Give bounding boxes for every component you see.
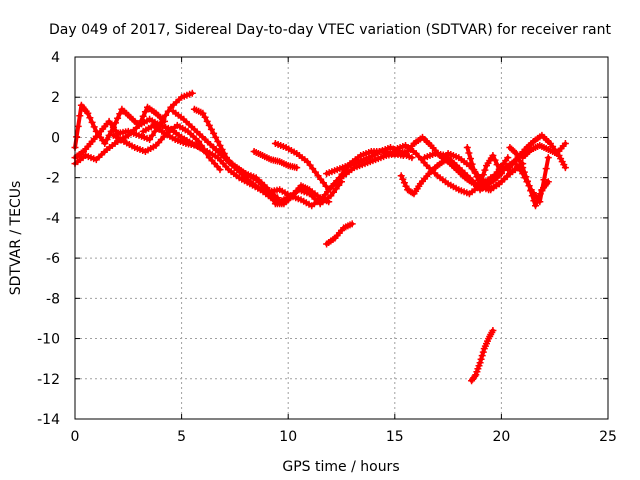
- y-tick-label: -2: [46, 171, 60, 187]
- plot-frame: [74, 56, 609, 420]
- x-tick-label: 15: [386, 429, 404, 445]
- y-tick-label: 4: [51, 50, 60, 66]
- y-tick-label: -14: [37, 412, 60, 428]
- y-tick-label: -12: [37, 372, 60, 388]
- series-arc-13: [323, 220, 356, 248]
- x-tick-label: 20: [492, 429, 510, 445]
- data-point-markers: [250, 148, 301, 172]
- y-tick-label: 2: [51, 90, 60, 106]
- data-point-markers: [109, 121, 224, 174]
- series-arc-9: [250, 148, 301, 172]
- series-arc-14: [397, 156, 450, 198]
- x-tick-label: 25: [599, 429, 617, 445]
- axis-ticks: 0 5 10 15 20 25 -14 -12 -10 -8 -6 -4 -2 0 2 4: [37, 50, 617, 445]
- series-arc-19: [463, 144, 505, 188]
- x-tick-label: 5: [177, 429, 186, 445]
- chart-title: Day 049 of 2017, Sidereal Day-to-day VTE…: [49, 22, 611, 38]
- series-arc-23: [519, 140, 569, 162]
- data-point-markers: [210, 144, 281, 202]
- data-point-markers: [519, 140, 569, 162]
- data-point-markers: [323, 220, 356, 248]
- series-arc-24: [468, 327, 497, 385]
- y-axis-label: SDTVAR / TECUs: [8, 181, 24, 296]
- y-tick-label: -4: [46, 211, 60, 227]
- x-axis-label: GPS time / hours: [282, 459, 399, 475]
- x-tick-label: 0: [71, 429, 80, 445]
- series-arc-8: [210, 144, 281, 202]
- data-point-markers: [397, 156, 450, 198]
- data-point-markers: [468, 327, 497, 385]
- y-tick-label: -6: [46, 251, 60, 267]
- series-arc-3: [71, 115, 207, 168]
- data-point-markers: [463, 144, 505, 188]
- y-tick-label: 0: [51, 130, 60, 146]
- y-tick-label: -10: [37, 332, 60, 348]
- y-tick-label: -8: [46, 291, 60, 307]
- x-tick-label: 10: [279, 429, 297, 445]
- data-series: [71, 89, 569, 385]
